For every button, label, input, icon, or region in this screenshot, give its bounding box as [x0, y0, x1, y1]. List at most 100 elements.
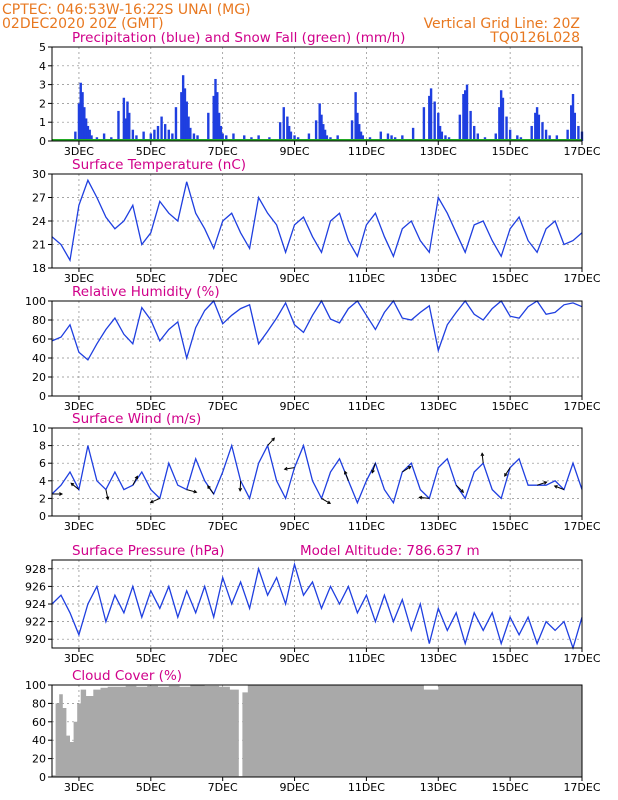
- precip-bar: [336, 135, 339, 141]
- panel-2: Relative Humidity (%) 0 20 40 60 80 100 3DEC 5DE…: [25, 284, 601, 413]
- precip-bar: [187, 116, 190, 141]
- precip-bar: [501, 97, 505, 141]
- x-tick-label: 17DEC: [563, 145, 600, 158]
- precip-bar: [216, 92, 219, 141]
- y-tick-label: 924: [25, 598, 46, 611]
- precip-bar: [544, 129, 548, 141]
- wind-arrow: [186, 489, 197, 493]
- precip-bar: [88, 129, 91, 141]
- y-tick-label: 1: [39, 116, 46, 129]
- precip-bar: [86, 125, 90, 141]
- y-tick-label: 100: [25, 679, 46, 692]
- precip-bar: [566, 129, 569, 141]
- precip-bar: [318, 103, 321, 141]
- x-tick-label: 9DEC: [279, 652, 309, 665]
- wind-arrow-head: [105, 496, 110, 501]
- y-tick-label: 21: [32, 239, 46, 252]
- precip-bar: [476, 133, 479, 141]
- panel-frame: [51, 684, 583, 778]
- precip-bar: [167, 129, 170, 141]
- date-line: 02DEC2020 20Z (GMT): [2, 16, 164, 32]
- wind-arrow: [132, 476, 138, 486]
- precip-bar: [131, 129, 135, 141]
- precip-bar: [577, 125, 580, 141]
- precip-bar: [83, 107, 86, 141]
- x-tick-label: 7DEC: [208, 781, 238, 794]
- y-tick-label: 920: [25, 633, 46, 646]
- precip-bar: [571, 94, 575, 141]
- x-tick-label: 5DEC: [136, 145, 166, 158]
- precip-bar: [401, 135, 404, 141]
- precip-bar: [390, 135, 393, 141]
- x-tick-label: 9DEC: [279, 272, 309, 285]
- precip-bar: [117, 110, 120, 141]
- precip-bar: [257, 135, 260, 141]
- y-tick-label: 0: [39, 771, 46, 784]
- wind-arrow-head: [327, 500, 332, 504]
- precip-bar: [462, 94, 465, 141]
- y-tick-label: 926: [25, 580, 46, 593]
- y-tick-label: 40: [32, 734, 46, 747]
- y-tick-label: 0: [39, 135, 46, 148]
- x-tick-label: 17DEC: [563, 272, 600, 285]
- precip-bar: [444, 135, 447, 141]
- precip-bar: [207, 112, 210, 141]
- x-tick-label: 13DEC: [420, 520, 457, 533]
- x-tick-label: 7DEC: [208, 520, 238, 533]
- x-tick-label: 3DEC: [64, 400, 94, 413]
- x-tick-label: 9DEC: [279, 781, 309, 794]
- precip-bar: [212, 95, 215, 141]
- precip-bar: [429, 88, 433, 141]
- precip-bar: [428, 95, 431, 141]
- precip-bar: [458, 114, 462, 141]
- panel-title: Relative Humidity (%): [72, 284, 220, 300]
- precip-bar: [171, 133, 174, 141]
- wind-arrow-head: [193, 489, 198, 494]
- panel-1: Surface Temperature (nC) 18 21 24 27 30 3DEC 5D…: [32, 157, 601, 285]
- x-tick-label: 9DEC: [279, 520, 309, 533]
- x-tick-label: 5DEC: [136, 272, 166, 285]
- precip-bar: [214, 78, 217, 141]
- precip-bar: [196, 135, 199, 141]
- precip-bar: [440, 131, 444, 141]
- wind-arrow: [371, 463, 376, 473]
- precip-bar: [289, 131, 293, 141]
- y-tick-label: 18: [32, 262, 46, 275]
- y-tick-label: 10: [32, 422, 46, 435]
- y-tick-label: 60: [32, 716, 46, 729]
- wind-arrow-head: [504, 472, 508, 477]
- x-tick-label: 15DEC: [492, 400, 529, 413]
- precip-bar: [534, 112, 537, 141]
- wind-arrow-head: [149, 499, 154, 504]
- precip-bar: [79, 82, 82, 141]
- precip-bar: [286, 116, 289, 141]
- wind-arrow: [419, 496, 430, 499]
- panel-title: Surface Wind (m/s): [72, 411, 201, 427]
- wind-arrow-head: [283, 466, 288, 471]
- precip-bar: [183, 88, 187, 141]
- x-tick-label: 3DEC: [64, 652, 94, 665]
- wind-arrow-head: [418, 495, 423, 500]
- wind-arrow: [267, 437, 275, 446]
- wind-arrow-head: [480, 452, 485, 457]
- precip-bar: [102, 133, 106, 141]
- wind-arrow: [481, 453, 484, 464]
- y-tick-label: 20: [32, 753, 46, 766]
- x-tick-label: 13DEC: [420, 652, 457, 665]
- x-tick-label: 7DEC: [208, 400, 238, 413]
- precip-bar: [90, 135, 93, 141]
- panel-3: Surface Wind (m/s) 0 2 4 6 8 10 3DEC 5DEC 7DEC 9DE…: [32, 411, 601, 533]
- precip-bar: [541, 122, 544, 141]
- wind-arrow-head: [238, 487, 243, 492]
- precip-bar: [185, 101, 188, 141]
- wind-arrow-head: [271, 437, 275, 442]
- wind-arrow-head: [343, 470, 348, 475]
- precip-bar: [537, 114, 541, 141]
- precip-bar: [243, 135, 246, 141]
- x-tick-label: 15DEC: [492, 781, 529, 794]
- precip-bar: [322, 124, 325, 141]
- y-tick-label: 4: [39, 60, 46, 73]
- wind-arrow-head: [407, 465, 412, 470]
- precip-bar: [153, 129, 156, 141]
- x-tick-label: 17DEC: [563, 781, 600, 794]
